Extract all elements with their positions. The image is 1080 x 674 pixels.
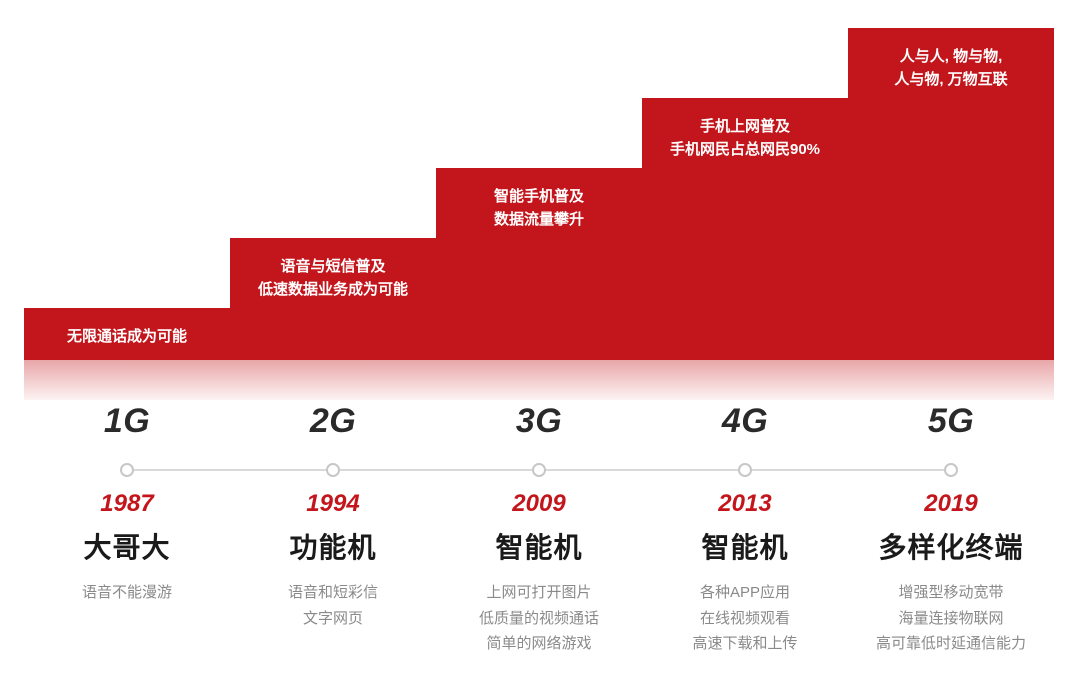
step-label: 手机网民占总网民90%	[642, 139, 848, 162]
gen-label-4g: 4G	[642, 402, 848, 441]
infographic-stage: 无限通话成为可能 语音与短信普及 低速数据业务成为可能 智能手机普及 数据流量攀…	[0, 0, 1080, 674]
desc-line: 文字网页	[230, 606, 436, 632]
year-label: 2009	[436, 490, 642, 518]
year-label: 2019	[848, 490, 1054, 518]
desc-block: 语音和短彩信 文字网页	[230, 580, 436, 631]
gen-label-2g: 2G	[230, 402, 436, 441]
device-label: 功能机	[230, 526, 436, 566]
gen-label-5g: 5G	[848, 402, 1054, 441]
desc-block: 各种APP应用 在线视频观看 高速下载和上传	[642, 580, 848, 657]
timeline-dot-3g	[532, 463, 546, 477]
device-label: 智能机	[642, 526, 848, 566]
year-label: 1987	[24, 490, 230, 518]
step-col-5g: 人与人, 物与物, 人与物, 万物互联	[848, 28, 1054, 400]
desc-line: 高可靠低时延通信能力	[848, 631, 1054, 657]
meta-1g: 1987 大哥大 语音不能漫游	[24, 490, 230, 606]
step-fade	[642, 360, 848, 400]
desc-line: 增强型移动宽带	[848, 580, 1054, 606]
desc-line: 海量连接物联网	[848, 606, 1054, 632]
meta-5g: 2019 多样化终端 增强型移动宽带 海量连接物联网 高可靠低时延通信能力	[848, 490, 1054, 657]
step-label: 手机上网普及	[642, 116, 848, 139]
meta-3g: 2009 智能机 上网可打开图片 低质量的视频通话 简单的网络游戏	[436, 490, 642, 657]
desc-line: 语音不能漫游	[24, 580, 230, 606]
step-box-5g: 人与人, 物与物, 人与物, 万物互联	[848, 28, 1054, 400]
device-label: 大哥大	[24, 526, 230, 566]
desc-line: 在线视频观看	[642, 606, 848, 632]
generation-row: 1G 2G 3G 4G 5G	[24, 402, 1056, 458]
step-box-3g: 智能手机普及 数据流量攀升	[436, 168, 642, 400]
timeline-dot-2g	[326, 463, 340, 477]
timeline-dot-1g	[120, 463, 134, 477]
year-label: 1994	[230, 490, 436, 518]
gen-label-3g: 3G	[436, 402, 642, 441]
meta-2g: 1994 功能机 语音和短彩信 文字网页	[230, 490, 436, 631]
step-label: 智能手机普及	[436, 186, 642, 209]
step-fade	[230, 360, 436, 400]
desc-block: 语音不能漫游	[24, 580, 230, 606]
step-label: 数据流量攀升	[436, 209, 642, 232]
timeline	[24, 460, 1056, 480]
step-box-2g: 语音与短信普及 低速数据业务成为可能	[230, 238, 436, 400]
step-fade	[848, 360, 1054, 400]
desc-line: 高速下载和上传	[642, 631, 848, 657]
step-label: 人与人, 物与物,	[848, 46, 1054, 69]
device-label: 智能机	[436, 526, 642, 566]
timeline-dot-5g	[944, 463, 958, 477]
step-label: 人与物, 万物互联	[848, 69, 1054, 92]
timeline-dot-4g	[738, 463, 752, 477]
step-col-4g: 手机上网普及 手机网民占总网民90%	[642, 98, 848, 400]
step-fade	[24, 360, 230, 400]
step-col-2g: 语音与短信普及 低速数据业务成为可能	[230, 238, 436, 400]
desc-block: 上网可打开图片 低质量的视频通话 简单的网络游戏	[436, 580, 642, 657]
step-chart: 无限通话成为可能 语音与短信普及 低速数据业务成为可能 智能手机普及 数据流量攀…	[24, 0, 1056, 400]
gen-label-1g: 1G	[24, 402, 230, 441]
meta-4g: 2013 智能机 各种APP应用 在线视频观看 高速下载和上传	[642, 490, 848, 657]
step-label: 无限通话成为可能	[24, 326, 230, 349]
desc-line: 简单的网络游戏	[436, 631, 642, 657]
desc-line: 上网可打开图片	[436, 580, 642, 606]
step-box-4g: 手机上网普及 手机网民占总网民90%	[642, 98, 848, 400]
desc-block: 增强型移动宽带 海量连接物联网 高可靠低时延通信能力	[848, 580, 1054, 657]
device-label: 多样化终端	[848, 526, 1054, 566]
year-label: 2013	[642, 490, 848, 518]
desc-line: 低质量的视频通话	[436, 606, 642, 632]
desc-line: 语音和短彩信	[230, 580, 436, 606]
desc-line: 各种APP应用	[642, 580, 848, 606]
step-col-1g: 无限通话成为可能	[24, 308, 230, 400]
step-box-1g: 无限通话成为可能	[24, 308, 230, 400]
step-label: 低速数据业务成为可能	[230, 279, 436, 302]
step-label: 语音与短信普及	[230, 256, 436, 279]
step-fade	[436, 360, 642, 400]
step-col-3g: 智能手机普及 数据流量攀升	[436, 168, 642, 400]
